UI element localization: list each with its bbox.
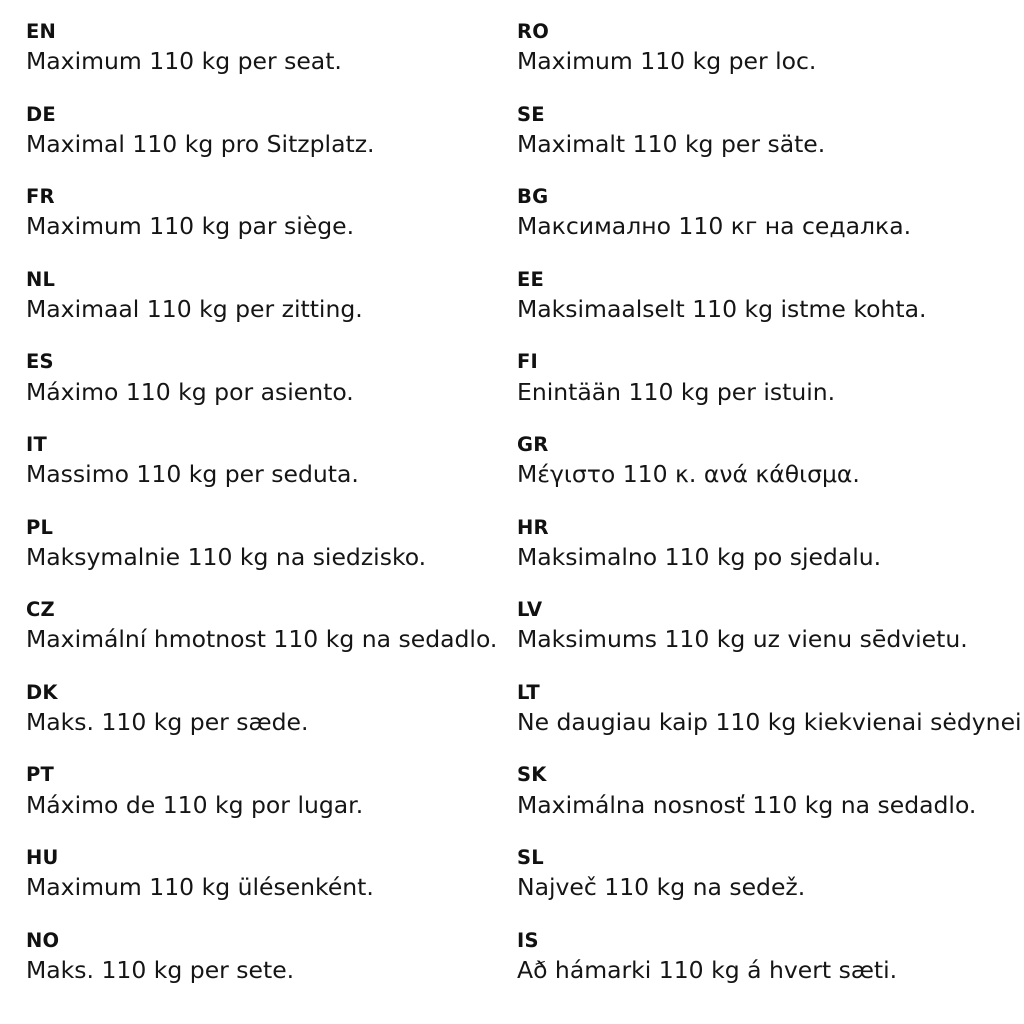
- language-entry-cz: CZ Maximální hmotnost 110 kg na sedadlo.: [26, 598, 517, 681]
- language-entry-en: EN Maximum 110 kg per seat.: [26, 20, 517, 103]
- language-code-label: HR: [517, 515, 549, 539]
- language-entry-it: IT Massimo 110 kg per seduta.: [26, 433, 517, 516]
- language-message-text: Maksimaalselt 110 kg istme kohta.: [517, 294, 927, 323]
- language-entry-es: ES Máximo 110 kg por asiento.: [26, 350, 517, 433]
- language-message-text: Maximum 110 kg ülésenként.: [26, 873, 374, 902]
- language-code-label: DK: [26, 680, 58, 704]
- language-message-text: Enintään 110 kg per istuin.: [517, 377, 836, 406]
- language-code-label: IT: [26, 432, 47, 456]
- language-code-label: IS: [517, 928, 539, 952]
- language-message-text: Maks. 110 kg per sete.: [26, 955, 295, 984]
- language-code-label: NO: [26, 928, 60, 952]
- language-message-text: Maksimalno 110 kg po sjedalu.: [517, 542, 882, 571]
- language-entry-fr: FR Maximum 110 kg par siège.: [26, 185, 517, 268]
- language-code-label: PL: [26, 515, 54, 539]
- language-message-text: Maximaal 110 kg per zitting.: [26, 294, 363, 323]
- notice-columns-grid: EN Maximum 110 kg per seat. DE Maximal 1…: [0, 20, 1024, 1011]
- language-code-label: SE: [517, 102, 545, 126]
- language-code-label: CZ: [26, 598, 55, 622]
- language-message-text: Maximum 110 kg per seat.: [26, 47, 342, 76]
- language-entry-de: DE Maximal 110 kg pro Sitzplatz.: [26, 103, 517, 186]
- language-entry-bg: BG Максимално 110 кг на седалка.: [517, 185, 1024, 268]
- language-entry-lt: LT Ne daugiau kaip 110 kg kiekvienai sėd…: [517, 681, 1024, 764]
- language-code-label: FR: [26, 185, 55, 209]
- language-entry-nl: NL Maximaal 110 kg per zitting.: [26, 268, 517, 351]
- language-message-text: Maximálna nosnosť 110 kg na sedadlo.: [517, 790, 977, 819]
- language-code-label: EN: [26, 20, 57, 43]
- language-message-text: Maks. 110 kg per sæde.: [26, 707, 309, 736]
- language-message-text: Að hámarki 110 kg á hvert sæti.: [517, 955, 898, 984]
- language-code-label: FI: [517, 350, 538, 374]
- language-message-text: Maximalt 110 kg per säte.: [517, 129, 826, 158]
- language-message-text: Maximum 110 kg par siège.: [26, 212, 355, 241]
- language-code-label: ES: [26, 350, 54, 374]
- right-column: RO Maximum 110 kg per loc. SE Maximalt 1…: [517, 20, 1024, 1011]
- language-message-text: Máximo de 110 kg por lugar.: [26, 790, 364, 819]
- language-message-text: Maksymalnie 110 kg na siedzisko.: [26, 542, 427, 571]
- language-entry-gr: GR Μέγιστο 110 κ. ανά κάθισμα.: [517, 433, 1024, 516]
- language-entry-pt: PT Máximo de 110 kg por lugar.: [26, 763, 517, 846]
- language-message-text: Ne daugiau kaip 110 kg kiekvienai sėdyne…: [517, 707, 1024, 736]
- language-message-text: Maximum 110 kg per loc.: [517, 47, 817, 76]
- language-code-label: EE: [517, 267, 545, 291]
- language-message-text: Največ 110 kg na sedež.: [517, 873, 806, 902]
- language-entry-no: NO Maks. 110 kg per sete.: [26, 929, 517, 1012]
- language-code-label: HU: [26, 845, 59, 869]
- language-code-label: DE: [26, 102, 56, 126]
- language-message-text: Maksimums 110 kg uz vienu sēdvietu.: [517, 625, 968, 654]
- language-code-label: RO: [517, 20, 549, 43]
- language-code-label: SL: [517, 845, 544, 869]
- language-message-text: Maximal 110 kg pro Sitzplatz.: [26, 129, 375, 158]
- language-message-text: Máximo 110 kg por asiento.: [26, 377, 354, 406]
- language-entry-is: IS Að hámarki 110 kg á hvert sæti.: [517, 929, 1024, 1012]
- language-entry-lv: LV Maksimums 110 kg uz vienu sēdvietu.: [517, 598, 1024, 681]
- language-entry-hr: HR Maksimalno 110 kg po sjedalu.: [517, 516, 1024, 599]
- language-code-label: GR: [517, 432, 549, 456]
- language-code-label: NL: [26, 267, 56, 291]
- language-entry-fi: FI Enintään 110 kg per istuin.: [517, 350, 1024, 433]
- language-message-text: Massimo 110 kg per seduta.: [26, 460, 359, 489]
- language-code-label: LT: [517, 680, 540, 704]
- language-code-label: BG: [517, 185, 549, 209]
- language-entry-se: SE Maximalt 110 kg per säte.: [517, 103, 1024, 186]
- language-entry-ro: RO Maximum 110 kg per loc.: [517, 20, 1024, 103]
- language-entry-pl: PL Maksymalnie 110 kg na siedzisko.: [26, 516, 517, 599]
- language-code-label: SK: [517, 763, 547, 787]
- language-entry-ee: EE Maksimaalselt 110 kg istme kohta.: [517, 268, 1024, 351]
- language-entry-sl: SL Največ 110 kg na sedež.: [517, 846, 1024, 929]
- language-message-text: Μέγιστο 110 κ. ανά κάθισμα.: [517, 460, 860, 489]
- left-column: EN Maximum 110 kg per seat. DE Maximal 1…: [26, 20, 517, 1011]
- language-entry-sk: SK Maximálna nosnosť 110 kg na sedadlo.: [517, 763, 1024, 846]
- language-code-label: PT: [26, 763, 54, 787]
- language-message-text: Максимално 110 кг на седалка.: [517, 212, 912, 241]
- language-entry-dk: DK Maks. 110 kg per sæde.: [26, 681, 517, 764]
- language-code-label: LV: [517, 598, 543, 622]
- language-entry-hu: HU Maximum 110 kg ülésenként.: [26, 846, 517, 929]
- language-message-text: Maximální hmotnost 110 kg na sedadlo.: [26, 625, 498, 654]
